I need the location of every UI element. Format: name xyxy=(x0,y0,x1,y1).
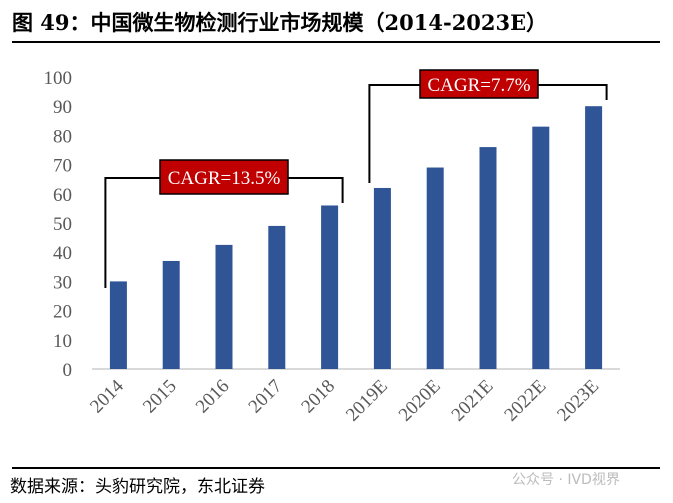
bar-2018 xyxy=(321,205,339,369)
bar-2015 xyxy=(162,260,180,369)
bar-2019E xyxy=(373,187,391,369)
y-tick-label: 80 xyxy=(53,126,72,147)
bar-2016 xyxy=(215,244,233,369)
y-tick-label: 40 xyxy=(53,243,72,264)
cagr-label-box xyxy=(419,69,539,99)
x-tick-label: 2019E xyxy=(342,376,392,426)
chart-title: 图 49：中国微生物检测行业市场规模（2014-2023E） xyxy=(12,10,547,35)
y-tick-label: 50 xyxy=(53,214,72,235)
bar-2014 xyxy=(109,281,127,369)
y-tick-label: 0 xyxy=(63,360,73,381)
bar-2021E xyxy=(479,147,497,369)
x-tick-label: 2018 xyxy=(297,376,339,418)
bar-2017 xyxy=(268,225,286,369)
y-tick-label: 10 xyxy=(53,331,72,352)
x-tick-label: 2017 xyxy=(245,376,287,418)
cagr-label: CAGR=13.5% xyxy=(168,168,281,189)
source-note: 数据来源：头豹研究院，东北证券 xyxy=(10,477,265,497)
y-tick-label: 60 xyxy=(53,185,72,206)
y-tick-label: 20 xyxy=(53,302,72,323)
y-tick-label: 90 xyxy=(53,97,72,118)
x-tick-label: 2023E xyxy=(553,376,603,426)
bar-2020E xyxy=(426,167,444,369)
x-tick-label: 2016 xyxy=(192,376,234,418)
cagr-label: CAGR=7.7% xyxy=(427,75,530,96)
x-tick-label: 2022E xyxy=(500,376,550,426)
x-tick-label: 2014 xyxy=(86,375,128,417)
cagr-label-box xyxy=(159,159,289,195)
y-tick-label: 100 xyxy=(44,68,73,89)
bar-2023E xyxy=(585,106,603,369)
x-tick-label: 2021E xyxy=(448,376,498,426)
y-tick-label: 70 xyxy=(53,156,72,177)
x-tick-label: 2015 xyxy=(139,376,181,418)
y-tick-label: 30 xyxy=(53,272,72,293)
watermark: 公众号 · IVD视界 xyxy=(512,472,620,488)
x-tick-label: 2020E xyxy=(395,376,445,426)
bar-2022E xyxy=(532,126,550,369)
